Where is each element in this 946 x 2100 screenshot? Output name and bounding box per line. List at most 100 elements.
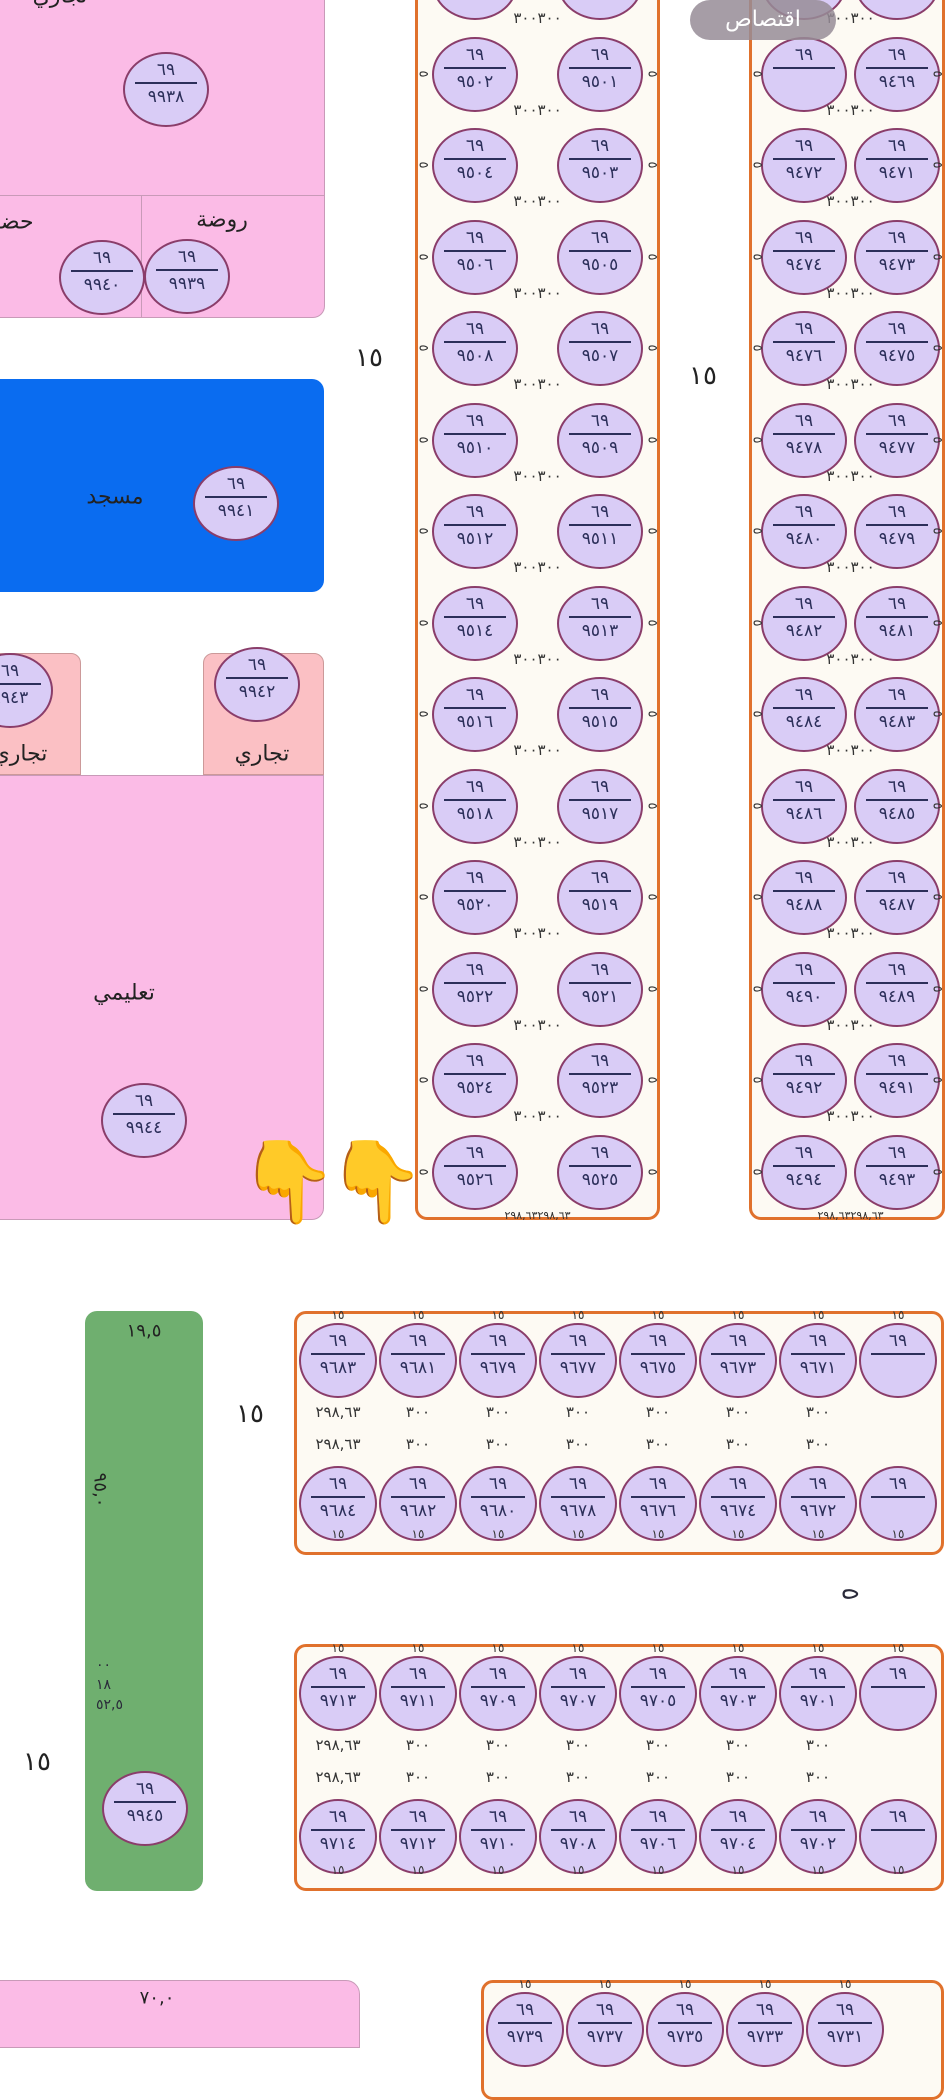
lot-circle[interactable]: ٦٩ ٩٦٧٦ [619,1466,697,1541]
lot-circle[interactable]: ٦٩ ٩٥٢٠ [432,860,518,935]
lot-circle[interactable]: ٦٩ [859,1656,937,1731]
lot-circle[interactable]: ٦٩ ٩٥١٣ [557,585,643,661]
lot-circle[interactable]: ٦٩ ٩٧٠٥ [619,1656,697,1731]
lot-circle[interactable]: ٦٩ ٩٥١٤ [432,585,518,661]
lot-circle[interactable]: ٦٩ ٩٤٩٢ [761,1043,847,1118]
lot-circle[interactable]: ٦٩ ٩٤٧٦ [761,311,847,386]
lot-9942[interactable]: ٦٩ ٩٩٤٢ [214,647,300,722]
lot-circle[interactable]: ٦٩ ٩٧٠٤ [699,1799,777,1874]
lot-circle[interactable]: ٦٩ ٩٧٣١ [806,1992,884,2067]
lot-circle[interactable]: ٦٩ ٩٥٠٦ [432,219,518,295]
lot-circle[interactable]: ٦٩ ٩٤٩١ [854,1043,940,1118]
lot-circle[interactable]: ٦٩ ٩٧٣٧ [566,1992,644,2067]
lot-circle[interactable]: ٦٩ [859,1466,937,1541]
lot-circle[interactable]: ٦٩ ٩٤٧١ [854,128,940,203]
lot-circle[interactable]: ٦٩ ٩٤٧٣ [854,219,940,295]
lot-circle[interactable]: ٦٩ ٩٤٨٣ [854,677,940,752]
lot-circle[interactable]: ٦٩ ٩٤٨٥ [854,768,940,844]
lot-circle[interactable]: ٦٩ ٩٦٨٠ [459,1466,537,1541]
lot-circle[interactable]: ٦٩ ٩٧٠٦ [619,1799,697,1874]
lot-circle[interactable]: ٦٩ ٩٤٧٥ [854,311,940,386]
lot-circle[interactable]: ٦٩ ٩٧٠٨ [539,1799,617,1874]
plan-number: ٦٩ [590,593,610,614]
lot-circle[interactable]: ٦٩ ٩٥٢٥ [557,1134,643,1210]
lot-9939[interactable]: ٦٩ ٩٩٣٩ [144,239,230,314]
fraction-line [569,341,631,343]
lot-circle[interactable]: ٦٩ ٩٦٧٨ [539,1466,617,1541]
lot-circle[interactable]: ٦٩ ٩٤٨٨ [761,860,847,935]
lot-circle[interactable]: ٦٩ ٩٤٨١ [854,585,940,661]
lot-circle[interactable]: ٦٩ ٩٥٠١ [557,36,643,112]
lot-circle[interactable]: ٦٩ ٩٦٧٤ [699,1466,777,1541]
lot-circle[interactable]: ٦٩ ٩٧١٣ [299,1656,377,1731]
lot-9938[interactable]: ٦٩ ٩٩٣٨ [123,52,209,127]
lot-circle[interactable]: ٦٩ ٩٥١٧ [557,768,643,844]
lot-circle[interactable]: ٦٩ ٩٤٧٢ [761,128,847,203]
lot-9940[interactable]: ٦٩ ٩٩٤٠ [59,240,145,315]
lot-circle[interactable]: ٦٩ ٩٥٠٢ [432,36,518,112]
lot-circle[interactable]: ٦٩ ٩٧٠٧ [539,1656,617,1731]
lot-circle[interactable]: ٦٩ ٩٧١٤ [299,1799,377,1874]
lot-circle[interactable]: ٦٩ ٩٥١٨ [432,768,518,844]
lot-circle[interactable]: ٦٩ ٩٥١١ [557,494,643,569]
crop-button[interactable]: اقتصاص [690,0,836,40]
lot-circle[interactable]: ٦٩ ٩٧١٠ [459,1799,537,1874]
lot-circle[interactable]: ٦٩ ٩٧١١ [379,1656,457,1731]
lot-circle[interactable]: ٦٩ [859,1799,937,1874]
lot-circle[interactable]: ٦٩ ٩٥٠٥ [557,219,643,295]
lot-9941[interactable]: ٦٩ ٩٩٤١ [193,466,279,541]
lot-circle[interactable]: ٦٩ ٩٧٠١ [779,1656,857,1731]
lot-circle[interactable]: ٦٩ [761,36,847,112]
lot-circle[interactable]: ٦٩ ٩٥٢٦ [432,1134,518,1210]
lot-9945[interactable]: ٦٩ ٩٩٤٥ [102,1771,188,1846]
lot-circle[interactable]: ٦٩ ٩٥١٠ [432,402,518,478]
lot-circle[interactable]: ٦٩ ٩٥٠٨ [432,311,518,386]
lot-circle[interactable]: ٦٩ ٩٤٧٤ [761,219,847,295]
lot-circle[interactable]: ٦٩ ٩٦٧٩ [459,1323,537,1398]
lot-circle[interactable]: ٦٩ ٩٤٩٠ [761,951,847,1027]
lot-circle[interactable]: ٦٩ ٩٧٠٣ [699,1656,777,1731]
lot-circle[interactable]: ٦٩ ٩٥٢٣ [557,1043,643,1118]
lot-circle[interactable]: ٦٩ ٩٤٨٦ [761,768,847,844]
lot-circle[interactable]: ٦٩ ٩٥٠٧ [557,311,643,386]
lot-circle[interactable]: ٦٩ ٩٤٨٩ [854,951,940,1027]
lot-circle[interactable]: ٦٩ ٩٦٧٥ [619,1323,697,1398]
lot-circle[interactable]: ٦٩ ٩٤٨٤ [761,677,847,752]
lot-circle[interactable]: ٦٩ ٩٧٠٩ [459,1656,537,1731]
lot-circle[interactable]: ٦٩ ٩٤٧٨ [761,402,847,478]
lot-circle[interactable]: ٦٩ ٩٦٨٣ [299,1323,377,1398]
lot-circle[interactable]: ٦٩ ٩٥٠٤ [432,128,518,203]
lot-circle[interactable]: ٦٩ ٩٧١٢ [379,1799,457,1874]
lot-circle[interactable]: ٦٩ [859,1323,937,1398]
lot-circle[interactable]: ٦٩ ٩٦٧٣ [699,1323,777,1398]
lot-circle[interactable]: ٦٩ ٩٥١٥ [557,677,643,752]
lot-circle[interactable]: ٦٩ ٩٧٣٥ [646,1992,724,2067]
lot-circle[interactable]: ٦٩ ٩٤٩٤ [761,1134,847,1210]
lot-circle[interactable]: ٦٩ ٩٤٧٧ [854,402,940,478]
lot-circle[interactable]: ٦٩ ٩٦٧٢ [779,1466,857,1541]
lot-circle[interactable]: ٦٩ ٩٥٢٢ [432,951,518,1027]
lot-circle[interactable]: ٦٩ ٩٥١٢ [432,494,518,569]
lot-circle[interactable]: ٦٩ ٩٤٧٩ [854,494,940,569]
lot-circle[interactable]: ٦٩ ٩٦٨٤ [299,1466,377,1541]
lot-circle[interactable]: ٦٩ ٩٥١٦ [432,677,518,752]
lot-circle[interactable]: ٦٩ ٩٥٢٤ [432,1043,518,1118]
lot-circle[interactable]: ٦٩ ٩٦٧١ [779,1323,857,1398]
lot-circle[interactable]: ٦٩ ٩٥٢١ [557,951,643,1027]
lot-circle[interactable]: ٦٩ ٩٥٠٩ [557,402,643,478]
lot-circle[interactable]: ٦٩ ٩٦٧٧ [539,1323,617,1398]
lot-circle[interactable]: ٦٩ ٩٥١٩ [557,860,643,935]
lot-circle[interactable]: ٦٩ ٩٧٣٩ [486,1992,564,2067]
lot-circle[interactable]: ٦٩ ٩٧٣٣ [726,1992,804,2067]
lot-circle[interactable]: ٦٩ ٩٦٨١ [379,1323,457,1398]
lot-circle[interactable]: ٦٩ ٩٤٩٣ [854,1134,940,1210]
lot-circle[interactable]: ٦٩ ٩٤٦٩ [854,36,940,112]
lot-circle[interactable]: ٦٩ ٩٧٠٢ [779,1799,857,1874]
lot-circle[interactable]: ٦٩ ٩٤٨٧ [854,860,940,935]
lot-circle[interactable]: ٦٩ ٩٥٠٣ [557,128,643,203]
lot-9944[interactable]: ٦٩ ٩٩٤٤ [101,1083,187,1158]
frontage-dimension: ١٥ [731,1641,745,1655]
lot-circle[interactable]: ٦٩ ٩٤٨٢ [761,585,847,661]
lot-circle[interactable]: ٦٩ ٩٦٨٢ [379,1466,457,1541]
lot-circle[interactable]: ٦٩ ٩٤٨٠ [761,494,847,569]
